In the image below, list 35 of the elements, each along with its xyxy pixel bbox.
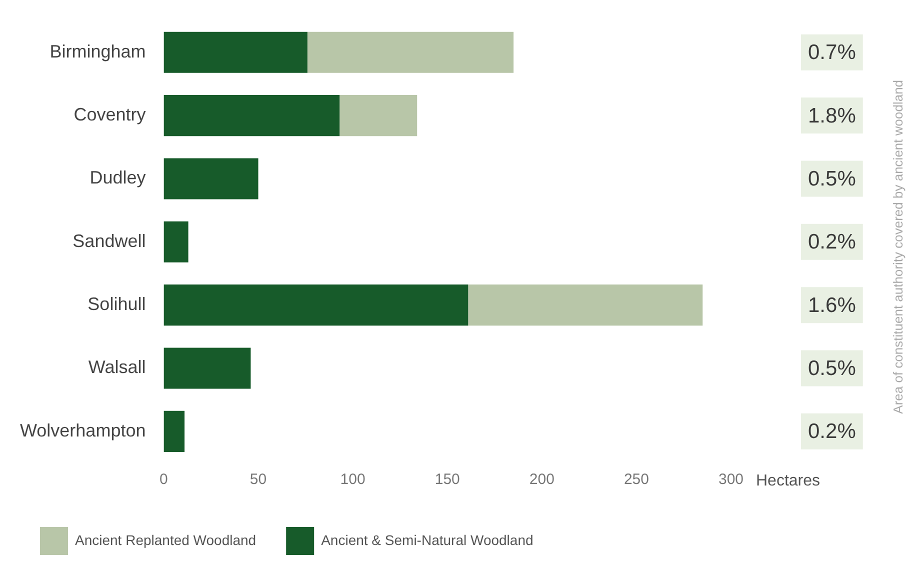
x-tick-label: 300 — [718, 471, 744, 488]
x-tick-label: 250 — [624, 471, 649, 488]
x-tick-label: 50 — [250, 471, 267, 488]
y-tick-label: Coventry — [74, 104, 146, 125]
x-tick-label: 0 — [160, 471, 168, 488]
text: 0.5% — [808, 168, 856, 191]
bar — [164, 284, 468, 326]
text: 0.7% — [808, 41, 856, 64]
text: 0.2% — [808, 230, 856, 254]
y-tick-label: Dudley — [90, 168, 146, 188]
bar — [164, 158, 258, 200]
y-tick-label: Walsall — [88, 357, 146, 378]
x-tick-label: 200 — [529, 471, 554, 488]
text: 0.2% — [808, 420, 856, 444]
bar — [164, 348, 251, 389]
text: Area of constituent authority covered by ancient woodland — [890, 80, 906, 414]
text: 1.6% — [808, 294, 856, 317]
bar — [164, 32, 308, 73]
bar — [468, 284, 703, 326]
x-tick-label: 100 — [340, 471, 366, 488]
bar — [164, 221, 188, 262]
y-tick-label: Birmingham — [50, 41, 146, 62]
x-tick-label: 150 — [434, 471, 460, 488]
bar — [164, 410, 185, 452]
text: 0.5% — [808, 357, 856, 380]
y-tick-label: Sandwell — [72, 230, 146, 251]
x-axis-title: Hectares — [756, 472, 820, 490]
bar — [340, 95, 418, 136]
legend-label: Ancient & Semi-Natural Woodland — [321, 532, 534, 548]
bar — [307, 32, 514, 73]
y-tick-label: Wolverhampton — [20, 420, 146, 440]
y-tick-label: Solihull — [88, 294, 146, 314]
bar — [164, 95, 340, 136]
legend-label: Ancient Replanted Woodland — [75, 532, 256, 548]
text: 1.8% — [808, 104, 856, 128]
